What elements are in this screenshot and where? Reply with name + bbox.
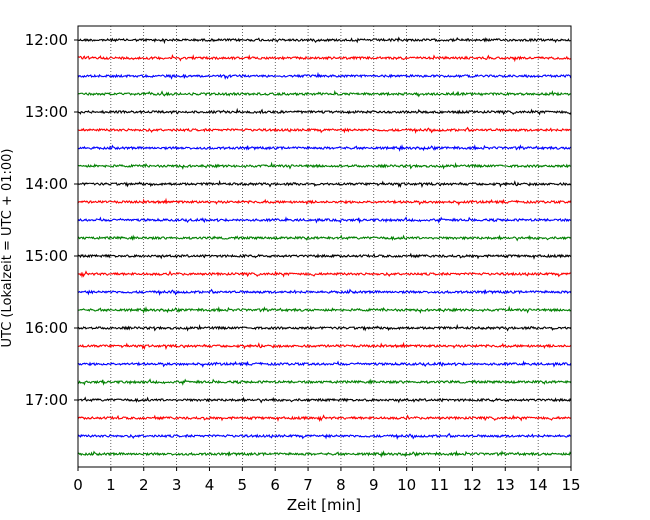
- trace-line: [77, 89, 572, 98]
- x-tick-label: 10: [397, 476, 416, 494]
- trace-line: [77, 341, 572, 351]
- x-tick-label: 5: [238, 476, 248, 494]
- trace-line: [77, 432, 572, 440]
- x-tick-label: 2: [139, 476, 149, 494]
- trace-line: [77, 396, 572, 404]
- x-tick-label: 12: [463, 476, 482, 494]
- trace-line: [77, 270, 571, 279]
- x-tick-label: 1: [106, 476, 116, 494]
- trace-line: [77, 252, 572, 260]
- trace-line: [77, 216, 572, 224]
- y-axis-ticks: 12:00 13:00 14:00 15:00 16:00 17:00: [25, 31, 78, 409]
- trace-line: [77, 126, 571, 134]
- x-tick-label: 6: [270, 476, 280, 494]
- x-tick-label: 4: [205, 476, 215, 494]
- y-tick-label: 13:00: [25, 103, 68, 121]
- trace-line: [77, 450, 572, 458]
- trace-line: [77, 378, 572, 386]
- trace-line: [77, 71, 572, 80]
- y-axis-label: UTC (Lokalzeit = UTC + 01:00): [0, 149, 15, 348]
- x-tick-label: 14: [529, 476, 548, 494]
- y-tick-label: 14:00: [25, 175, 68, 193]
- x-tick-label: 9: [369, 476, 379, 494]
- trace-line: [77, 305, 572, 314]
- trace-line: [77, 288, 572, 296]
- trace-line: [77, 234, 572, 242]
- trace-line: [77, 360, 572, 368]
- y-tick-label: 17:00: [25, 391, 68, 409]
- x-tick-label: 15: [561, 476, 580, 494]
- x-tick-label: 7: [303, 476, 313, 494]
- x-tick-label: 13: [496, 476, 515, 494]
- x-tick-label: 11: [430, 476, 449, 494]
- trace-line: [77, 197, 572, 206]
- trace-line: [77, 414, 571, 423]
- trace-line: [77, 36, 571, 45]
- trace-line: [77, 323, 572, 332]
- y-tick-label: 16:00: [25, 319, 68, 337]
- x-axis-ticks: 0 1 2 3 4 5 6 7 8 9 10 11 12 13 14 15: [73, 467, 581, 494]
- y-tick-label: 12:00: [25, 31, 68, 49]
- trace-line: [77, 54, 572, 63]
- x-axis-label: Zeit [min]: [287, 496, 361, 514]
- x-tick-label: 8: [336, 476, 346, 494]
- seismic-traces: [77, 36, 572, 458]
- x-tick-label: 0: [73, 476, 83, 494]
- x-tick-label: 3: [172, 476, 182, 494]
- plot-frame: [77, 25, 572, 468]
- trace-line: [77, 107, 572, 116]
- y-tick-label: 15:00: [25, 247, 68, 265]
- trace-line: [77, 161, 571, 170]
- trace-line: [77, 144, 572, 152]
- trace-line: [77, 179, 572, 189]
